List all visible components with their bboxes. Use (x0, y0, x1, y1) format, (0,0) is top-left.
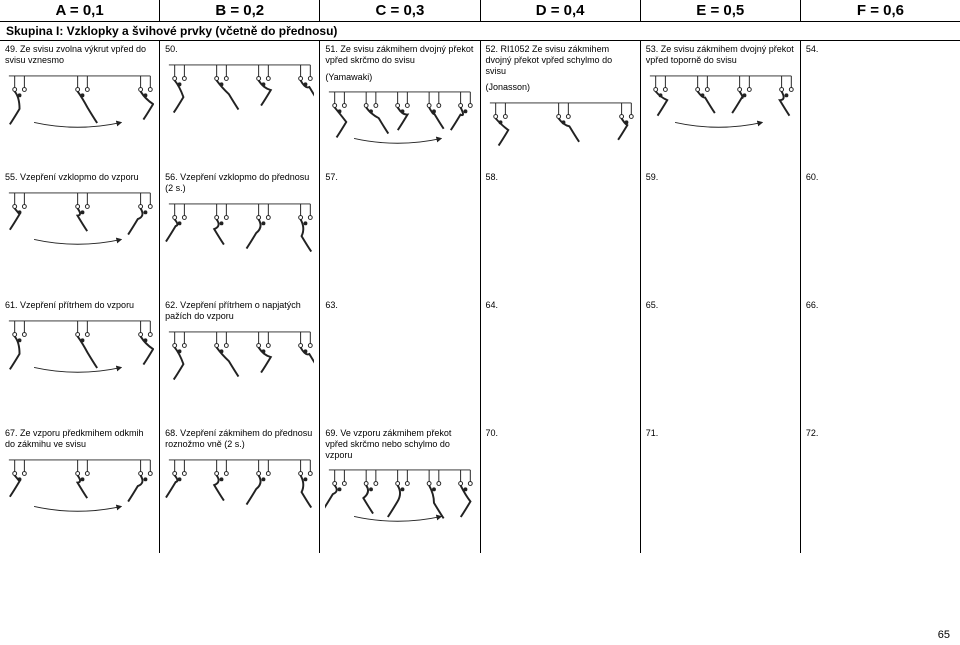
element-cell: 64. (481, 297, 641, 425)
element-description: 68. Vzepření zákmihem do přednosu roznož… (165, 428, 314, 450)
gymnastics-figure-icon (5, 183, 154, 260)
element-description: 66. (806, 300, 955, 311)
gymnastics-figure-icon (5, 450, 154, 527)
element-description: 67. Ze vzporu předkmihem odkmih do zákmi… (5, 428, 154, 450)
element-description: 61. Vzepření přítrhem do vzporu (5, 300, 154, 311)
gymnastics-figure-icon (486, 93, 635, 169)
col-e: E = 0,5 (641, 0, 801, 21)
elements-grid: 49. Ze svisu zvolna výkrut vpřed do svis… (0, 41, 960, 553)
element-name: (Jonasson) (486, 82, 635, 93)
element-cell: 72. (801, 425, 960, 553)
gymnastics-figure-icon (165, 194, 314, 271)
group-title: Skupina I: Vzklopky a švihové prvky (vče… (0, 22, 960, 41)
element-cell: 67. Ze vzporu předkmihem odkmih do zákmi… (0, 425, 160, 553)
element-description: 59. (646, 172, 795, 183)
table-row: 67. Ze vzporu předkmihem odkmih do zákmi… (0, 425, 960, 553)
element-description: 52. RI1052 Ze svisu zákmihem dvojný přek… (486, 44, 635, 76)
element-cell: 66. (801, 297, 960, 425)
gymnastics-figure-icon (646, 66, 795, 143)
col-a: A = 0,1 (0, 0, 160, 21)
element-description: 53. Ze svisu zákmihem dvojný překot vpře… (646, 44, 795, 66)
element-cell: 59. (641, 169, 801, 297)
element-cell: 54. (801, 41, 960, 169)
element-name: (Yamawaki) (325, 72, 474, 83)
col-d: D = 0,4 (481, 0, 641, 21)
page-number: 65 (938, 629, 950, 641)
element-description: 51. Ze svisu zákmihem dvojný překot vpře… (325, 44, 474, 66)
difficulty-header: A = 0,1 B = 0,2 C = 0,3 D = 0,4 E = 0,5 … (0, 0, 960, 22)
element-description: 49. Ze svisu zvolna výkrut vpřed do svis… (5, 44, 154, 66)
element-description: 65. (646, 300, 795, 311)
element-cell: 53. Ze svisu zákmihem dvojný překot vpře… (641, 41, 801, 169)
element-description: 55. Vzepření vzklopmo do vzporu (5, 172, 154, 183)
element-description: 54. (806, 44, 955, 55)
element-description: 64. (486, 300, 635, 311)
gymnastics-figure-icon (165, 322, 314, 399)
element-cell: 61. Vzepření přítrhem do vzporu (0, 297, 160, 425)
gymnastics-figure-icon (5, 66, 154, 143)
element-description: 58. (486, 172, 635, 183)
element-cell: 50. (160, 41, 320, 169)
col-c: C = 0,3 (320, 0, 480, 21)
element-cell: 62. Vzepření přítrhem o napjatých pažích… (160, 297, 320, 425)
element-description: 70. (486, 428, 635, 439)
element-cell: 51. Ze svisu zákmihem dvojný překot vpře… (320, 41, 480, 169)
element-cell: 68. Vzepření zákmihem do přednosu roznož… (160, 425, 320, 553)
element-description: 69. Ve vzporu zákmihem překot vpřed skrč… (325, 428, 474, 460)
table-row: 55. Vzepření vzklopmo do vzporu 56. Vzepř… (0, 169, 960, 297)
element-description: 71. (646, 428, 795, 439)
gymnastics-figure-icon (5, 311, 154, 388)
element-description: 63. (325, 300, 474, 311)
element-cell: 49. Ze svisu zvolna výkrut vpřed do svis… (0, 41, 160, 169)
gymnastics-figure-icon (325, 460, 474, 537)
col-f: F = 0,6 (801, 0, 960, 21)
element-cell: 58. (481, 169, 641, 297)
element-cell: 52. RI1052 Ze svisu zákmihem dvojný přek… (481, 41, 641, 169)
gymnastics-figure-icon (165, 55, 314, 132)
element-description: 56. Vzepření vzklopmo do přednosu (2 s.) (165, 172, 314, 194)
element-cell: 56. Vzepření vzklopmo do přednosu (2 s.) (160, 169, 320, 297)
element-description: 72. (806, 428, 955, 439)
element-cell: 69. Ve vzporu zákmihem překot vpřed skrč… (320, 425, 480, 553)
element-cell: 71. (641, 425, 801, 553)
element-cell: 60. (801, 169, 960, 297)
element-cell: 63. (320, 297, 480, 425)
table-row: 49. Ze svisu zvolna výkrut vpřed do svis… (0, 41, 960, 169)
element-cell: 57. (320, 169, 480, 297)
element-cell: 65. (641, 297, 801, 425)
element-description: 57. (325, 172, 474, 183)
element-description: 50. (165, 44, 314, 55)
gymnastics-figure-icon (325, 82, 474, 159)
element-cell: 70. (481, 425, 641, 553)
element-description: 60. (806, 172, 955, 183)
element-description: 62. Vzepření přítrhem o napjatých pažích… (165, 300, 314, 322)
element-cell: 55. Vzepření vzklopmo do vzporu (0, 169, 160, 297)
col-b: B = 0,2 (160, 0, 320, 21)
table-row: 61. Vzepření přítrhem do vzporu 62. Vzepř… (0, 297, 960, 425)
gymnastics-figure-icon (165, 450, 314, 527)
